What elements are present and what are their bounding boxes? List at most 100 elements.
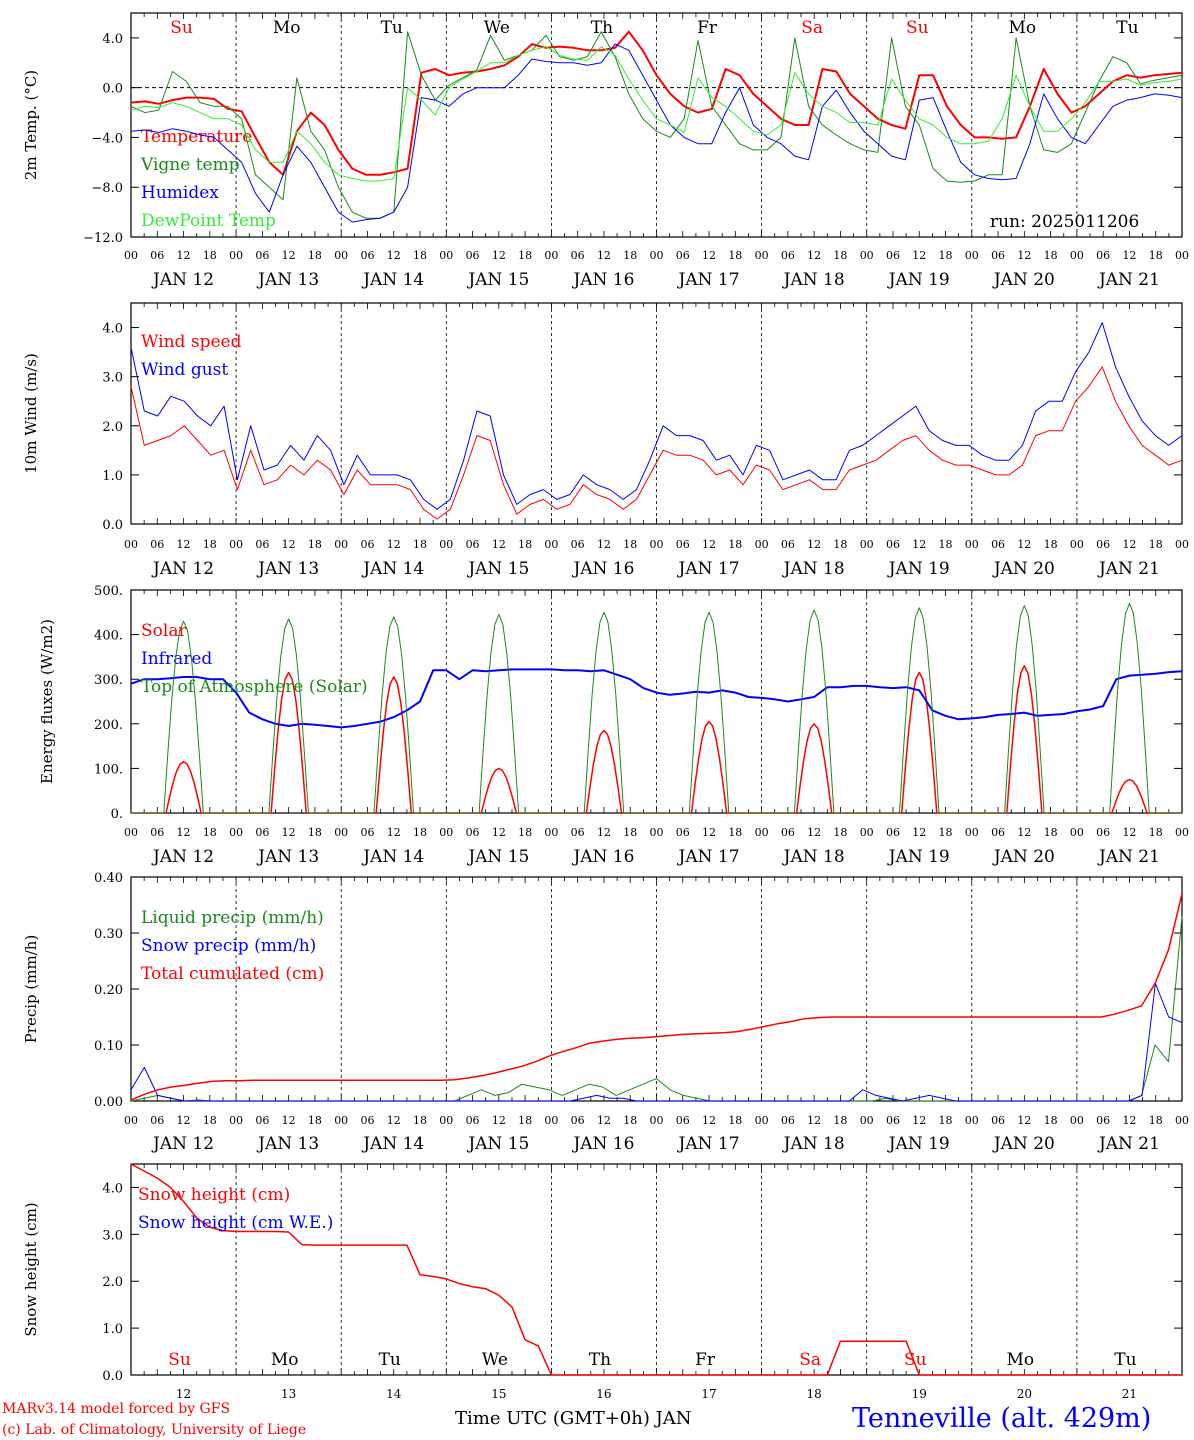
legend-entry: Infrared [141,649,212,669]
hour-tick-label: 00 [229,826,243,839]
hour-tick-label: 00 [650,249,664,262]
hour-tick-label: 00 [439,249,453,262]
run-label: run: 2025011206 [990,212,1139,232]
y-tick-label: −8.0 [91,181,123,196]
hour-tick-label: 00 [439,1114,453,1127]
date-label: JAN 15 [466,847,529,867]
series-line-snow-precip-mm-h- [130,982,1183,1102]
hour-tick-label: 06 [676,1114,690,1127]
series-line-temperature [130,30,1183,176]
hour-tick-label: 12 [387,249,401,262]
hour-tick-label: 06 [781,538,795,551]
series-line-infrared [130,668,1183,729]
hour-tick-label: 06 [571,538,585,551]
hour-tick-label: 00 [1070,1114,1084,1127]
date-label: 18 [807,1387,822,1401]
hour-tick-label: 12 [1122,538,1136,551]
legend-entry: Wind speed [141,332,242,352]
hour-tick-label: 06 [781,1114,795,1127]
hour-tick-label: 18 [833,538,847,551]
hour-tick-label: 18 [1044,249,1058,262]
y-tick-label: −4.0 [91,131,123,146]
hour-tick-label: 18 [203,1114,217,1127]
weekday-label: We [484,18,510,38]
hour-tick-label: 00 [124,249,138,262]
hour-tick-label: 06 [571,826,585,839]
y-tick-label: 200. [94,718,123,733]
hour-tick-label: 06 [991,249,1005,262]
hour-tick-label: 12 [492,249,506,262]
hour-tick-label: 00 [650,1114,664,1127]
date-label: JAN 15 [466,1134,529,1154]
y-tick-label: 400. [94,629,123,644]
hour-tick-label: 06 [676,826,690,839]
weekday-label: Tu [379,1350,401,1370]
hour-tick-label: 18 [623,1114,637,1127]
date-label: JAN 20 [992,270,1055,290]
hour-tick-label: 06 [360,249,374,262]
hour-tick-label: 12 [1017,826,1031,839]
hour-tick-label: 00 [334,1114,348,1127]
weekday-label: Mo [271,1350,299,1370]
y-tick-label: 3.0 [102,1228,123,1243]
x-axis-title: Time UTC (GMT+0h) JAN [455,1408,692,1429]
plot-frame [130,12,1183,238]
panel-1: 4.0 0.0 −4.0 −8.0 −12.0 2m Temp. (°C) Temperat… [22,12,1189,290]
hour-tick-label: 18 [728,1114,742,1127]
hour-tick-label: 00 [860,826,874,839]
date-label: JAN 13 [256,559,319,579]
hour-tick-label: 00 [544,826,558,839]
hour-tick-label: 00 [1070,826,1084,839]
hour-tick-label: 18 [518,538,532,551]
date-label: JAN 12 [151,559,214,579]
hour-tick-label: 12 [912,1114,926,1127]
hour-tick-label: 06 [886,826,900,839]
credit-lab: (c) Lab. of Climatology, University of L… [2,1422,306,1438]
hour-tick-label: 12 [807,826,821,839]
hour-tick-label: 18 [518,826,532,839]
hour-tick-label: 18 [833,826,847,839]
hour-tick-label: 12 [1017,538,1031,551]
hour-tick-label: 12 [807,538,821,551]
y-axis-label: 10m Wind (m/s) [22,353,40,474]
y-tick-label: 500. [94,584,123,599]
hour-tick-label: 18 [203,826,217,839]
y-tick-label: −12.0 [83,231,123,246]
hour-tick-label: 06 [1096,538,1110,551]
hour-tick-label: 18 [413,249,427,262]
weekday-label: Sa [801,18,823,38]
panel-3: 500. 400. 300. 200. 100. 0. Energy fluxes (W/m… [38,584,1189,867]
date-label: 14 [386,1387,402,1401]
weekday-label: Mo [273,18,301,38]
hour-tick-label: 00 [965,249,979,262]
hour-tick-label: 06 [991,538,1005,551]
date-label: JAN 16 [571,270,634,290]
hour-tick-label: 18 [623,249,637,262]
hour-tick-label: 00 [1070,249,1084,262]
hour-tick-label: 12 [1122,249,1136,262]
hour-tick-label: 18 [413,826,427,839]
series-line-vigne-temp [130,31,1183,219]
hour-tick-label: 06 [781,249,795,262]
weekday-label: Tu [381,18,403,38]
date-label: JAN 14 [361,847,424,867]
y-axis-label: Energy fluxes (W/m2) [38,619,56,784]
hour-tick-label: 06 [466,538,480,551]
y-axis-label: Snow height (cm) [22,1202,40,1336]
hour-tick-label: 12 [702,1114,716,1127]
panel-4: 0.40 0.30 0.20 0.10 0.00 Precip (mm/h) Liquid … [22,871,1189,1154]
hour-tick-label: 00 [124,538,138,551]
y-tick-label: 1.0 [102,1322,123,1337]
hour-tick-label: 00 [1070,538,1084,551]
hour-tick-label: 00 [755,1114,769,1127]
weekday-label: We [482,1350,508,1370]
date-label: JAN 17 [677,1134,740,1154]
hour-tick-label: 12 [597,1114,611,1127]
hour-tick-label: 12 [492,1114,506,1127]
y-tick-label: 0.0 [102,518,123,533]
date-label: JAN 13 [256,847,319,867]
series-line-total-cumulated-cm- [130,893,1183,1101]
y-tick-label: 0. [111,807,123,822]
hour-tick-label: 06 [150,538,164,551]
